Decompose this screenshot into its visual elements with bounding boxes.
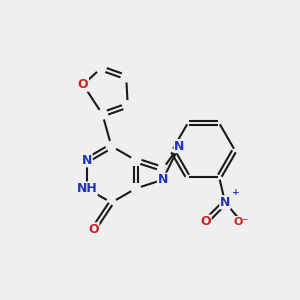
Text: N: N	[220, 196, 230, 209]
Text: O⁻: O⁻	[234, 217, 249, 226]
Text: O: O	[200, 215, 211, 228]
Text: +: +	[232, 188, 240, 197]
Text: N: N	[82, 154, 92, 167]
Text: N: N	[158, 173, 168, 186]
Text: O: O	[78, 78, 88, 91]
Text: O: O	[88, 223, 99, 236]
Text: N: N	[174, 140, 184, 153]
Text: NH: NH	[76, 182, 97, 195]
